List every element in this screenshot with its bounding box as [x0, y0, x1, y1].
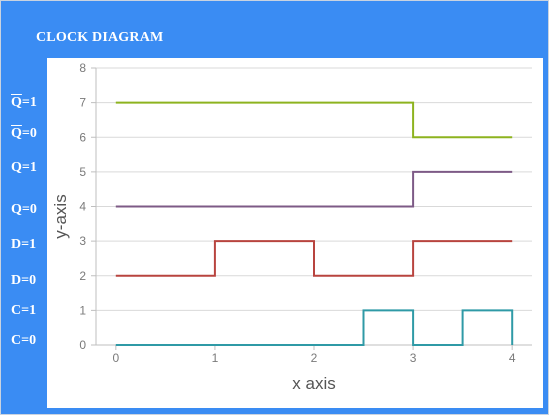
state-label-signal: Q — [11, 160, 22, 175]
x-axis-title: x axis — [292, 374, 335, 393]
state-label: C=0 — [11, 333, 36, 349]
x-tick-label: 0 — [112, 351, 119, 365]
y-tick-label: 3 — [79, 234, 86, 248]
state-label-value: =1 — [21, 160, 37, 175]
series-line — [115, 101, 513, 139]
state-label-column — [3, 58, 47, 409]
x-tick-labels: 0 1 2 3 4 — [112, 351, 515, 365]
state-label: Q=0 — [11, 202, 37, 218]
state-label: Q=1 — [11, 95, 37, 111]
state-label-signal: Q — [11, 202, 22, 217]
x-tick-label: 4 — [509, 351, 516, 365]
series-line — [115, 240, 513, 277]
state-label-signal: D — [11, 273, 22, 288]
state-label-value: =1 — [21, 237, 37, 252]
state-label: C=1 — [11, 303, 36, 319]
state-label: D=1 — [11, 237, 36, 253]
y-tick-label: 5 — [79, 165, 86, 179]
state-label: D=0 — [11, 273, 36, 289]
state-label: Q=0 — [11, 126, 37, 142]
title-bar: CLOCK DIAGRAM — [3, 6, 545, 58]
state-label-value: =0 — [21, 126, 37, 141]
state-label-signal: C — [11, 333, 22, 348]
plot-panel — [47, 58, 543, 408]
state-label-signal: C — [11, 303, 22, 318]
state-label-signal: Q — [11, 126, 22, 141]
x-tick-label: 3 — [410, 351, 417, 365]
y-tick-label: 6 — [79, 130, 86, 144]
state-label-value: =1 — [21, 95, 37, 110]
state-label-value: =0 — [21, 333, 37, 348]
x-tick-label: 2 — [311, 351, 318, 365]
y-tick-label: 0 — [79, 338, 86, 352]
state-label: Q=1 — [11, 160, 37, 176]
state-label-value: =0 — [21, 273, 37, 288]
state-label-signal: Q — [11, 95, 22, 110]
y-tick-label: 2 — [79, 269, 86, 283]
y-tick-label: 4 — [79, 200, 86, 214]
state-label-signal: D — [11, 237, 22, 252]
series-group — [115, 101, 514, 346]
axes — [91, 67, 532, 350]
y-tick-label: 7 — [79, 96, 86, 110]
y-tick-label: 8 — [79, 61, 86, 75]
state-label-value: =1 — [21, 303, 37, 318]
state-label-value: =0 — [21, 202, 37, 217]
y-axis-title: y-axis — [51, 194, 70, 238]
x-tick-label: 1 — [212, 351, 219, 365]
page-title: CLOCK DIAGRAM — [36, 30, 164, 45]
series-line — [115, 170, 513, 208]
y-tick-label: 1 — [79, 303, 86, 317]
series-line — [115, 309, 514, 346]
y-tick-labels: 0 1 2 3 4 5 6 7 8 — [79, 61, 86, 352]
